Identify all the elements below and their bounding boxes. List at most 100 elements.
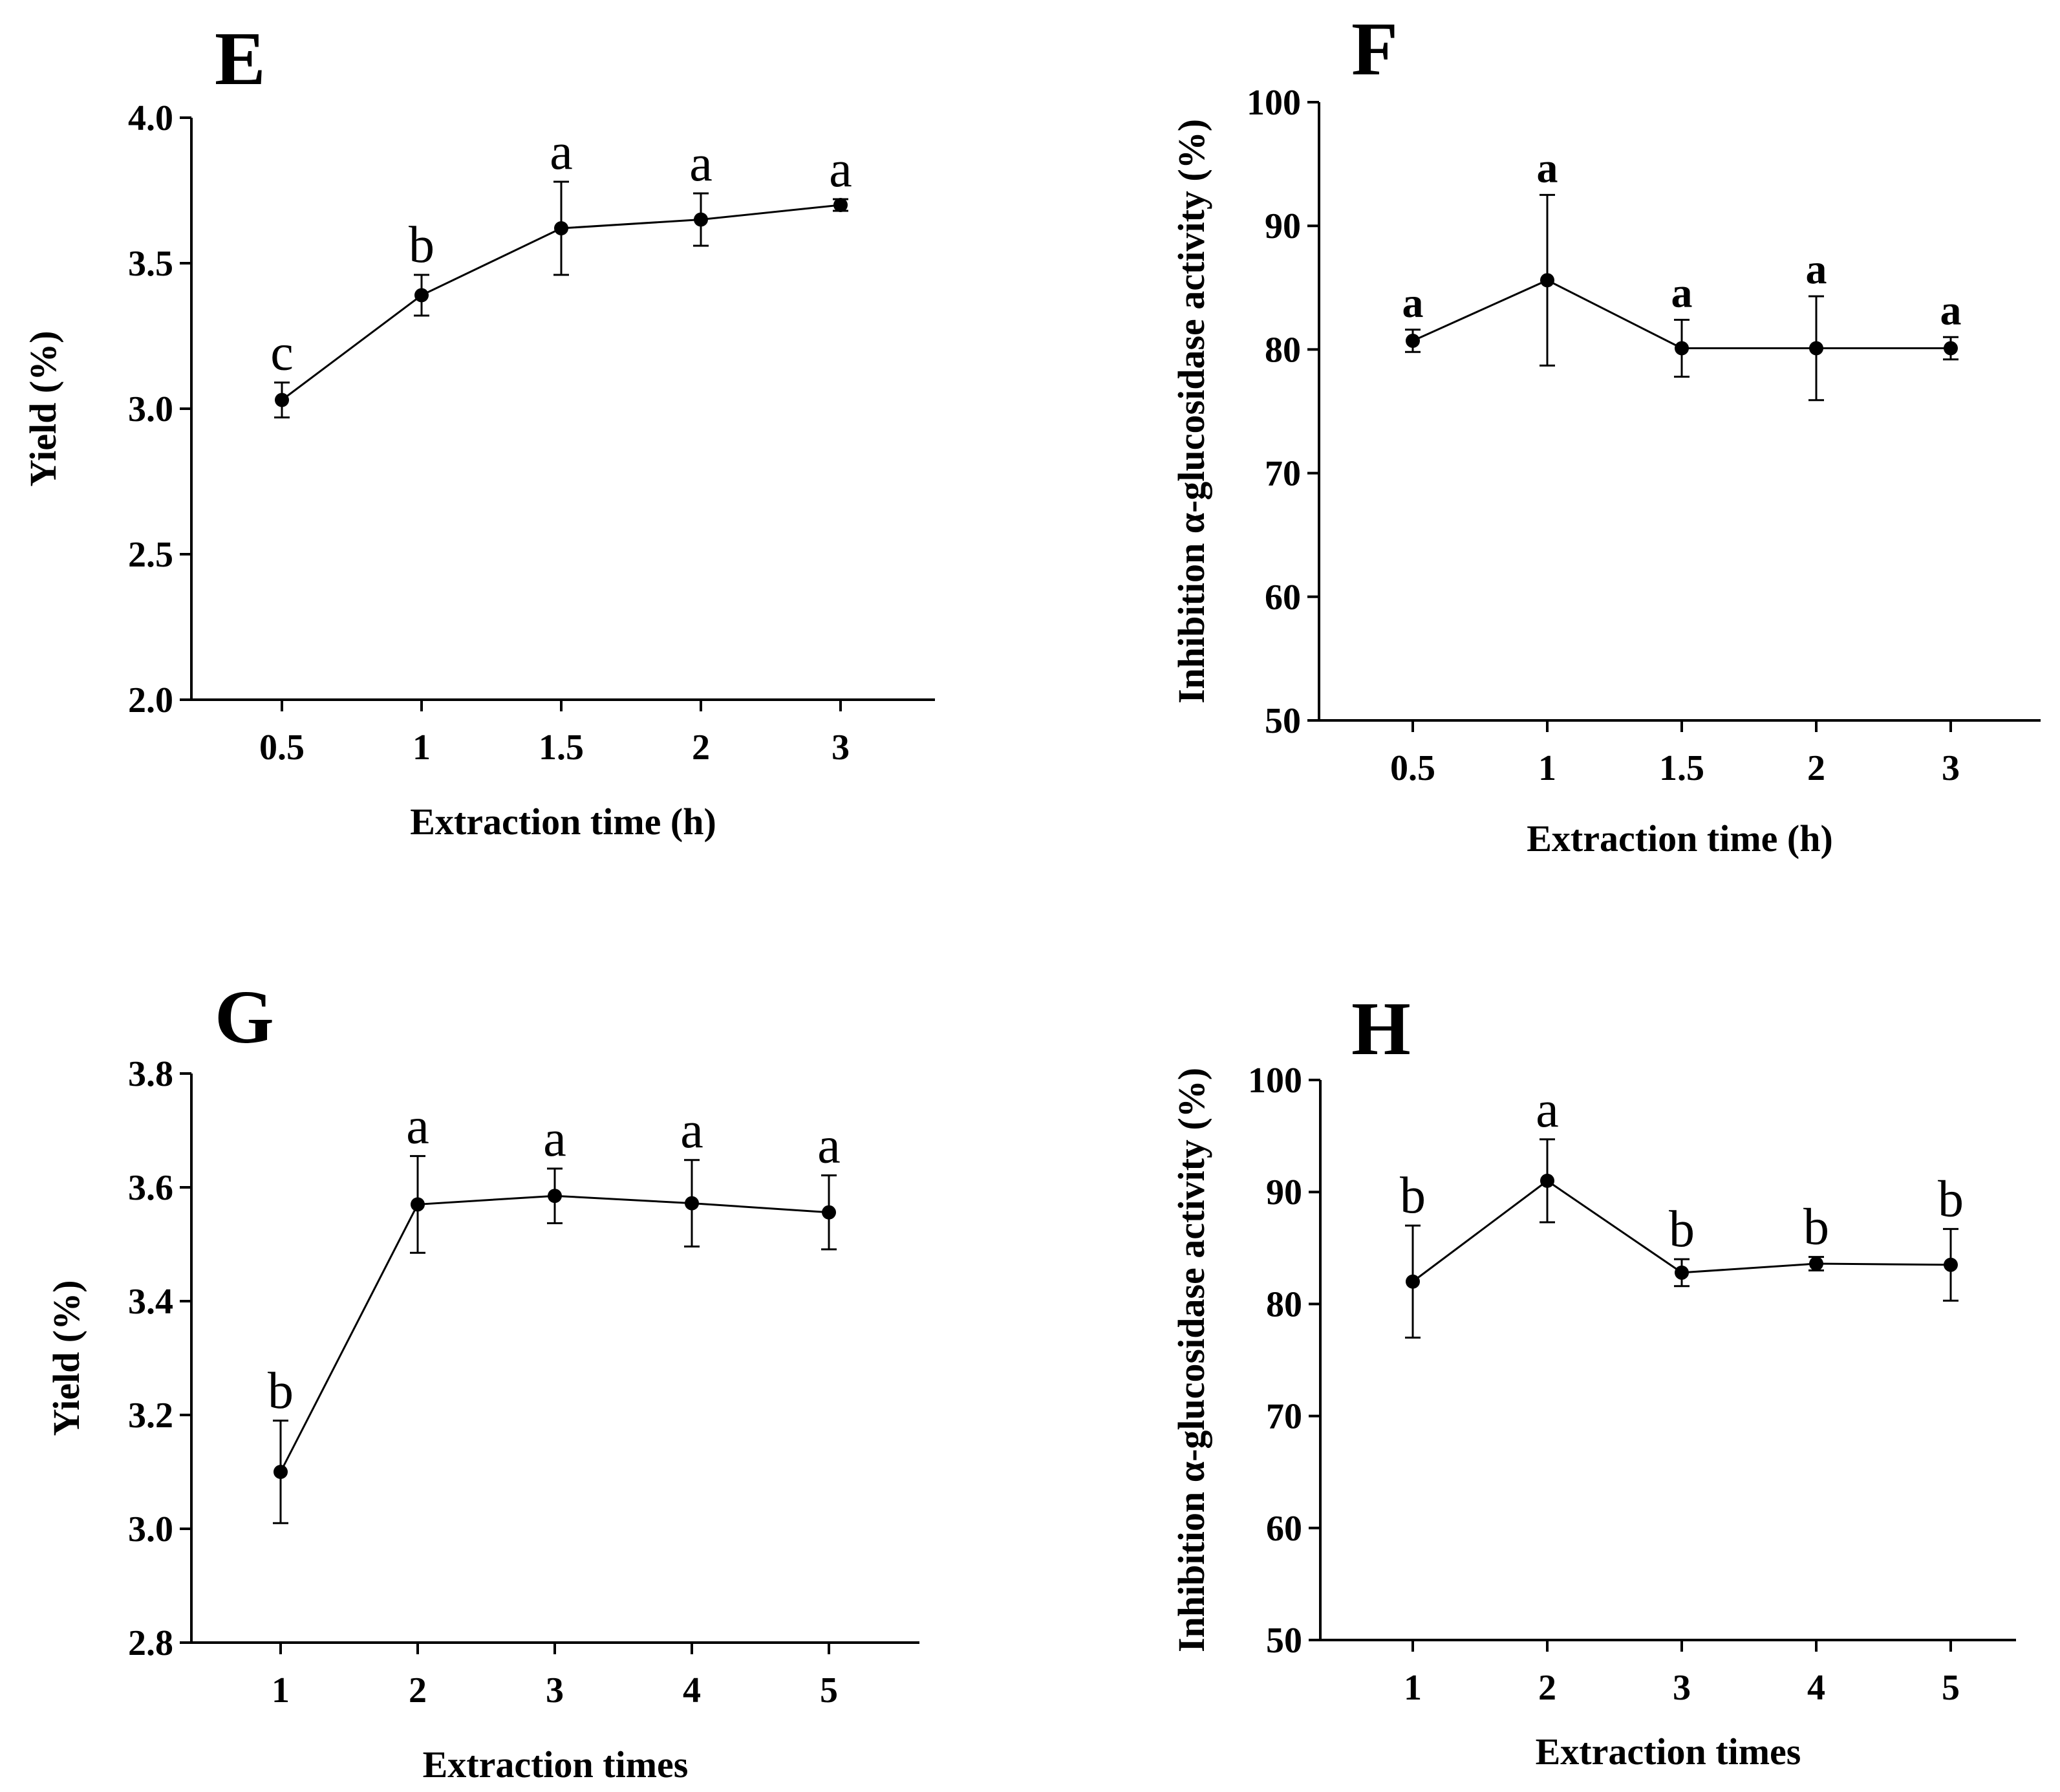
significance-label: a [817,1117,841,1174]
x-axis-title: Extraction time (h) [1527,817,1833,859]
x-tick-label: 5 [1942,1668,1960,1708]
y-tick-label: 80 [1265,330,1301,370]
y-axis-title: Yield (%) [45,1280,87,1436]
y-tick-label: 3.5 [128,244,173,284]
data-point [411,1197,425,1212]
x-tick-label: 0.5 [1390,748,1435,788]
significance-label: a [406,1098,429,1155]
x-tick-label: 1 [1538,748,1556,788]
y-tick-label: 60 [1265,578,1301,618]
x-tick-label: 2 [692,728,710,768]
panel-letter: G [215,975,274,1059]
significance-label: a [1536,1081,1559,1138]
data-point [414,288,429,303]
x-axis-title: Extraction times [1536,1731,1801,1773]
significance-label: c [270,325,294,382]
x-tick-label: 2 [409,1670,427,1711]
y-tick-label: 3.8 [128,1054,173,1094]
y-tick-label: 3.2 [128,1396,173,1436]
panel-h: H 50 60 70 80 90 100 1 2 3 4 5 Extraction times Inhib… [1170,986,2016,1773]
significance-label: b [268,1363,294,1420]
significance-label: a [1940,286,1962,334]
data-point [685,1196,699,1211]
y-tick-label: 70 [1265,454,1301,494]
x-tick-label: 3 [832,728,850,768]
y-tick-label: 3.0 [128,1509,173,1549]
significance-label: b [1938,1171,1964,1227]
data-point [822,1205,836,1220]
y-tick-label: 90 [1265,206,1301,246]
data-point [275,393,289,407]
y-axis-title: Inhibition α-glucosidase activity (%) [1170,1068,1212,1652]
x-tick-label: 3 [1673,1668,1691,1708]
data-point [1944,1257,1958,1272]
x-tick-label: 1.5 [539,728,584,768]
x-tick-label: 0.5 [259,728,305,768]
panel-letter: H [1351,986,1411,1071]
x-tick-label: 4 [683,1670,701,1711]
data-point [1675,341,1689,356]
panel-g: G 2.8 3.0 3.2 3.4 3.6 3.8 1 2 3 4 5 Extraction times… [45,975,919,1786]
y-tick-label: 3.6 [128,1168,173,1208]
significance-label: a [829,141,852,198]
x-tick-label: 5 [820,1670,838,1711]
y-tick-label: 60 [1266,1509,1302,1549]
data-point [554,221,568,235]
x-tick-label: 1 [1404,1668,1422,1708]
data-point [1540,1173,1554,1188]
significance-label: a [680,1102,703,1159]
significance-label: a [543,1110,566,1167]
y-axis-title: Yield (%) [22,330,64,486]
panel-letter: F [1351,6,1398,91]
x-tick-label: 3 [1942,748,1960,788]
y-tick-label: 100 [1247,83,1301,123]
y-tick-label: 90 [1266,1172,1302,1213]
x-tick-label: 4 [1807,1668,1825,1708]
y-tick-label: 3.0 [128,389,173,429]
data-point [1406,1274,1420,1289]
y-tick-label: 50 [1265,701,1301,741]
y-tick-label: 80 [1266,1284,1302,1324]
data-point [548,1189,562,1204]
y-tick-label: 4.0 [128,98,173,138]
y-tick-label: 2.0 [128,680,173,720]
y-tick-label: 2.8 [128,1623,173,1663]
x-tick-label: 2 [1807,748,1825,788]
y-tick-label: 3.4 [128,1282,173,1322]
significance-label: a [1806,246,1827,293]
panel-f: F 50 60 70 80 90 100 0.5 1 1.5 2 3 Extraction time (… [1170,6,2041,859]
data-point [1406,334,1420,349]
y-tick-label: 50 [1266,1621,1302,1661]
panel-e: E 2.0 2.5 3.0 3.5 4.0 0.5 1 1.5 2 3 Extraction time… [22,16,935,843]
data-point [1675,1265,1689,1280]
x-axis-title: Extraction times [423,1743,689,1786]
series-line [279,1194,830,1473]
panel-letter: E [215,16,266,101]
data-point [694,212,708,227]
significance-label: b [1803,1199,1829,1256]
data-point [1540,273,1554,288]
significance-label: b [1400,1167,1426,1224]
significance-label: a [689,135,713,192]
y-tick-label: 100 [1248,1061,1302,1101]
x-tick-label: 1.5 [1659,748,1704,788]
y-tick-label: 70 [1266,1397,1302,1437]
significance-label: a [1537,144,1558,191]
x-axis-title: Extraction time (h) [410,801,716,843]
x-tick-label: 3 [546,1670,564,1711]
significance-label: b [409,217,435,274]
data-point [1944,341,1958,356]
data-point [1809,341,1823,356]
data-point [833,198,848,212]
data-point [274,1465,288,1479]
significance-label: a [1402,279,1424,327]
x-tick-label: 1 [272,1670,290,1711]
y-tick-label: 2.5 [128,535,173,575]
x-tick-label: 2 [1538,1668,1556,1708]
significance-label: b [1669,1201,1695,1258]
x-tick-label: 1 [413,728,431,768]
y-axis-title: Inhibition α-glucosidase activity (%) [1170,119,1212,704]
significance-label: a [1671,270,1693,317]
data-point [1809,1257,1823,1271]
